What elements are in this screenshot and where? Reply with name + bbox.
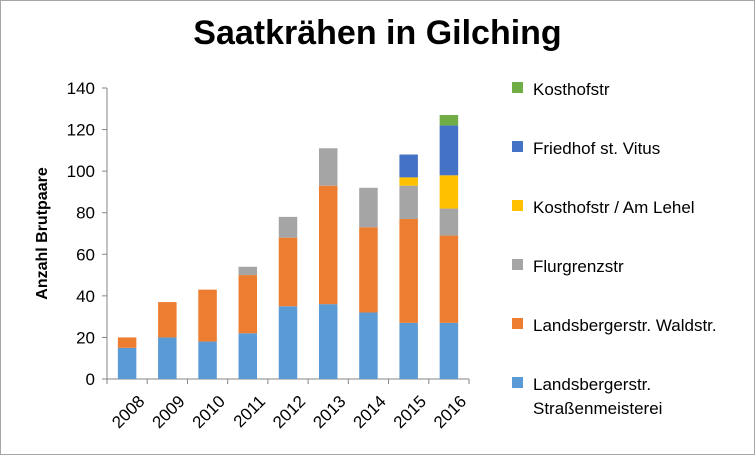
bar-segment [399, 218, 418, 323]
x-tick-label: 2016 [430, 392, 470, 432]
bar-segment [439, 208, 459, 236]
bar-segment [318, 185, 338, 305]
bar-segment [158, 302, 177, 338]
bar-segment [359, 187, 378, 228]
bar-segment [278, 237, 298, 307]
bar-segment [399, 185, 418, 219]
chart-bars [117, 115, 459, 379]
x-tick-label: 2009 [148, 392, 188, 432]
legend-swatch [512, 200, 523, 211]
legend-swatch [512, 318, 523, 329]
bar-segment [439, 125, 459, 176]
bar-segment [198, 289, 217, 342]
bar-segment [359, 312, 378, 379]
bar-segment [238, 266, 258, 276]
y-tick-label: 60 [76, 245, 95, 264]
x-tick-label: 2013 [309, 392, 349, 432]
bar-segment [198, 341, 217, 379]
y-axis-title: Anzahl Brutpaare [34, 167, 51, 300]
y-tick-label: 140 [67, 79, 95, 98]
x-tick-label: 2014 [350, 392, 390, 432]
x-tick-label: 2010 [189, 392, 229, 432]
y-tick-label: 80 [76, 204, 95, 223]
y-tick-label: 100 [67, 162, 95, 181]
y-tick-label: 40 [76, 287, 95, 306]
bar-segment [117, 347, 137, 379]
bar-segment [439, 235, 459, 323]
bar-segment [117, 337, 137, 348]
x-tick-label: 2015 [390, 392, 430, 432]
x-tick-label: 2012 [269, 392, 309, 432]
bar-segment [399, 154, 418, 178]
legend-label: Kosthofstr [533, 80, 610, 99]
legend-swatch [512, 259, 523, 270]
x-tick-label: 2011 [230, 392, 269, 431]
bar-segment [238, 333, 258, 379]
bar-segment [399, 177, 418, 186]
bar-segment [318, 148, 338, 186]
chart-title: Saatkrähen in Gilching [193, 14, 562, 52]
y-tick-label: 20 [76, 328, 95, 347]
bar-segment [278, 306, 298, 379]
legend-swatch [512, 377, 523, 388]
bar-segment [359, 227, 378, 313]
y-tick-label: 0 [86, 370, 95, 389]
bar-segment [439, 175, 459, 209]
y-tick-label: 120 [67, 121, 95, 140]
bar-segment [439, 322, 459, 379]
bar-segment [439, 115, 459, 126]
legend-label: Landsbergerstr. Straßenmeisterei [533, 375, 663, 418]
bar-segment [399, 322, 418, 379]
bar-segment [278, 216, 298, 238]
legend-label: Kosthofstr / Am Lehel [533, 198, 695, 217]
legend-swatch [512, 141, 523, 152]
legend-label: Friedhof st. Vitus [533, 139, 661, 158]
legend-swatch [512, 82, 523, 93]
legend-label: Landsbergerstr. Waldstr. [533, 316, 717, 335]
bar-segment [318, 304, 338, 379]
x-tick-label: 2008 [108, 392, 148, 432]
bar-segment [238, 275, 258, 334]
legend-label: Flurgrenzstr [533, 257, 624, 276]
bar-segment [158, 337, 177, 379]
